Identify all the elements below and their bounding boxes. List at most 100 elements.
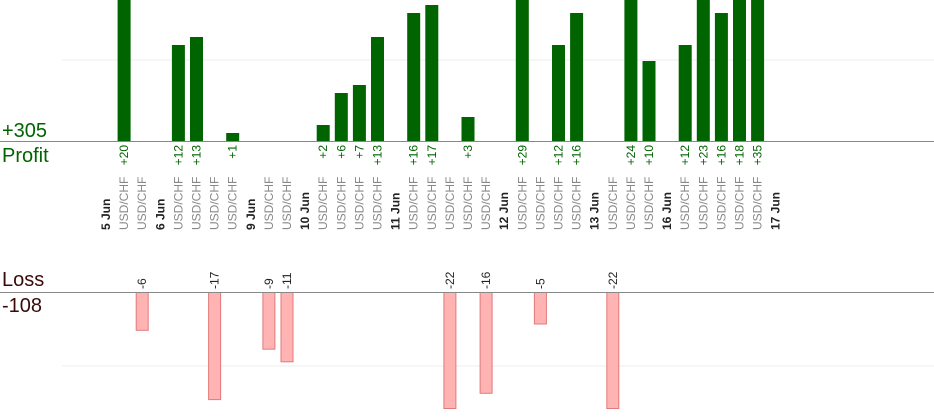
category-label: USD/CHF [552, 177, 566, 230]
profit-bar [714, 13, 728, 141]
category-label: USD/CHF [171, 177, 185, 230]
profit-value-label: +3 [461, 145, 475, 159]
category-labels: 5 Jun USD/CHF USD/CHF 6 Jun USD/CHF USD/CHF US… [99, 177, 783, 230]
profit-bar [515, 0, 529, 141]
date-label: 12 Jun [497, 192, 511, 230]
profit-bar [190, 37, 203, 141]
profit-label: Profit [2, 145, 49, 167]
category-label: USD/CHF [117, 177, 131, 230]
profit-value-label: +16 [407, 145, 421, 166]
value-labels: +20 -6 +12 +13 -17 +1 -9 -11 +2 +6 +7 +13 +16 +17 -22 +… [117, 145, 765, 289]
profit-bar [334, 93, 348, 141]
profit-bar [425, 5, 439, 141]
loss-value-label: -22 [606, 271, 620, 289]
category-label: USD/CHF [334, 177, 348, 230]
category-label: USD/CHF [135, 177, 149, 230]
profit-bar [171, 45, 185, 141]
profit-bar [316, 125, 330, 141]
loss-value-label: -16 [479, 271, 493, 289]
loss-value-label: -11 [280, 272, 294, 289]
category-label: USD/CHF [606, 177, 620, 230]
category-label: USD/CHF [371, 177, 385, 230]
loss-value-label: -22 [443, 271, 457, 289]
profit-value-label: +16 [714, 145, 728, 166]
profit-value-label: +35 [751, 145, 765, 166]
category-label: USD/CHF [733, 177, 747, 230]
profit-bars [117, 0, 765, 141]
profit-value-label: +13 [190, 145, 204, 166]
profit-bar [352, 85, 366, 141]
category-label: USD/CHF [751, 177, 765, 230]
date-label: 10 Jun [298, 192, 312, 230]
category-label: USD/CHF [262, 177, 276, 230]
profit-bar [642, 61, 656, 141]
profit-bar [407, 13, 421, 141]
grid-lines [62, 59, 934, 367]
category-label: USD/CHF [714, 177, 728, 230]
profit-value-label: +7 [352, 145, 366, 159]
profit-bar [570, 13, 584, 141]
profit-value-label: +20 [117, 145, 131, 166]
profit-bar [371, 37, 384, 141]
profit-bar [751, 0, 765, 141]
profit-bar [226, 133, 240, 141]
profit-value-label: +17 [425, 145, 439, 166]
date-label: 11 Jun [389, 193, 403, 230]
category-label: USD/CHF [407, 177, 421, 230]
category-label: USD/CHF [352, 177, 366, 230]
loss-value-label: -6 [135, 278, 149, 289]
profit-bar [552, 45, 565, 141]
loss-bar [208, 292, 222, 401]
profit-bar [624, 0, 638, 141]
profit-bar [117, 0, 131, 141]
profit-value-label: +18 [733, 145, 747, 166]
loss-bar [280, 292, 294, 363]
category-label: USD/CHF [208, 177, 222, 230]
loss-bar [262, 292, 276, 350]
category-label: USD/CHF [624, 177, 638, 230]
loss-value-label: -9 [262, 278, 276, 289]
category-label: USD/CHF [479, 177, 493, 230]
date-label: 9 Jun [244, 199, 258, 230]
profit-value-label: +13 [371, 145, 385, 166]
category-label: USD/CHF [533, 177, 547, 230]
loss-value-label: -5 [533, 278, 547, 289]
profit-value-label: +12 [678, 145, 692, 166]
loss-value-label: -17 [208, 271, 222, 289]
category-label: USD/CHF [316, 177, 330, 230]
date-label: 5 Jun [99, 199, 113, 230]
date-label: 17 Jun [769, 192, 783, 230]
profit-value-label: +6 [334, 145, 348, 159]
profit-value-label: +12 [552, 145, 566, 166]
category-label: USD/CHF [280, 177, 294, 230]
category-label: USD/CHF [443, 177, 457, 230]
profit-value-label: +2 [316, 145, 330, 159]
profit-value-label: +10 [642, 145, 656, 166]
loss-bar [606, 292, 620, 409]
profit-bar [678, 45, 692, 141]
category-label: USD/CHF [570, 177, 584, 230]
loss-bar [135, 292, 149, 331]
profit-value-label: +1 [226, 145, 240, 159]
date-label: 16 Jun [660, 192, 674, 230]
profit-value-label: +24 [624, 145, 638, 166]
category-label: USD/CHF [425, 177, 439, 230]
category-label: USD/CHF [678, 177, 692, 230]
profit-value-label: +29 [515, 145, 529, 166]
profit-bar [733, 0, 746, 141]
loss-bars [135, 292, 620, 409]
profit-bar [461, 117, 475, 141]
loss-label: Loss [2, 269, 45, 291]
profit-total: +305 [2, 120, 48, 142]
category-label: USD/CHF [461, 177, 475, 230]
loss-bar [533, 292, 547, 325]
loss-total: -108 [2, 295, 43, 317]
date-label: 6 Jun [153, 199, 167, 230]
category-label: USD/CHF [515, 177, 529, 230]
loss-bar [443, 292, 457, 409]
category-label: USD/CHF [190, 177, 204, 230]
category-label: USD/CHF [696, 177, 710, 230]
profit-value-label: +12 [171, 145, 185, 166]
date-label: 13 Jun [588, 192, 602, 230]
